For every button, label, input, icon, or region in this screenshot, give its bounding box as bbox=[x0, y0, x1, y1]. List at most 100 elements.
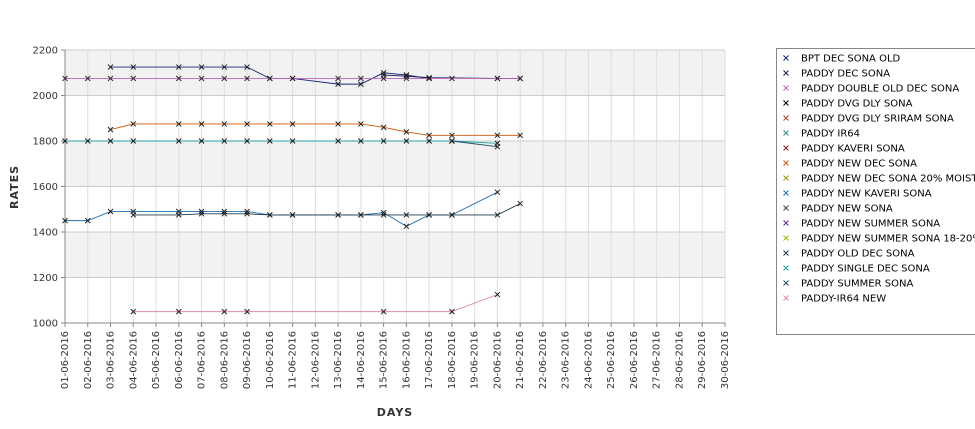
y-tick-label: 2000 bbox=[33, 91, 58, 102]
legend-label: BPT DEC SONA OLD bbox=[801, 54, 901, 65]
legend-marker bbox=[783, 280, 789, 286]
legend-item: PADDY NEW KAVERI SONA bbox=[783, 189, 932, 200]
y-axis-title: RATES bbox=[8, 165, 21, 209]
x-tick-label: 10-06-2016 bbox=[265, 331, 276, 389]
legend-label: PADDY NEW DEC SONA bbox=[801, 159, 917, 170]
legend-item: PADDY IR64 bbox=[783, 129, 860, 140]
x-tick-label: 20-06-2016 bbox=[492, 331, 503, 389]
legend-label: PADDY IR64 bbox=[801, 129, 860, 140]
data-point bbox=[84, 217, 91, 224]
x-tick-label: 06-06-2016 bbox=[174, 331, 185, 389]
data-point bbox=[426, 75, 432, 82]
data-point bbox=[517, 200, 524, 207]
legend-label: PADDY DVG DLY SRIRAM SONA bbox=[801, 114, 954, 125]
plot-band bbox=[65, 186, 725, 232]
legend-marker bbox=[783, 235, 789, 241]
data-point bbox=[494, 75, 501, 82]
data-point bbox=[289, 138, 296, 144]
legend-marker bbox=[783, 175, 789, 181]
data-point bbox=[380, 308, 387, 315]
legend-item: PADDY DVG DLY SONA bbox=[783, 99, 913, 110]
y-tick-label: 1600 bbox=[33, 182, 58, 193]
data-point bbox=[107, 64, 114, 70]
legend-label: PADDY-IR64 NEW bbox=[801, 294, 886, 305]
legend-item: PADDY KAVERI SONA bbox=[783, 144, 905, 155]
data-point bbox=[221, 121, 228, 127]
data-point bbox=[130, 121, 137, 127]
data-point bbox=[403, 212, 410, 218]
legend-item: PADDY DOUBLE OLD DEC SONA bbox=[783, 84, 959, 95]
data-point bbox=[266, 75, 273, 82]
legend-label: PADDY SUMMER SONA bbox=[801, 279, 913, 290]
data-point bbox=[198, 138, 205, 144]
data-point bbox=[107, 138, 114, 144]
legend: BPT DEC SONA OLD PADDY DEC SONA PADDY DOUB… bbox=[776, 48, 975, 335]
legend-item: BPT DEC SONA OLD bbox=[783, 54, 901, 65]
data-point bbox=[494, 291, 501, 298]
x-tick-label: 28-06-2016 bbox=[674, 331, 685, 389]
data-point bbox=[244, 210, 250, 217]
data-point bbox=[84, 75, 91, 82]
data-point bbox=[198, 75, 205, 82]
data-point bbox=[221, 75, 228, 82]
data-point bbox=[175, 64, 182, 70]
data-point bbox=[198, 121, 205, 127]
x-tick-label: 19-06-2016 bbox=[470, 331, 481, 389]
data-point bbox=[130, 138, 137, 144]
data-point bbox=[221, 208, 228, 215]
y-tick-label: 1200 bbox=[33, 273, 58, 284]
legend-item: PADDY OLD DEC SONA bbox=[783, 249, 915, 260]
data-point bbox=[380, 212, 387, 218]
plot-band bbox=[65, 95, 725, 141]
x-tick-label: 24-06-2016 bbox=[583, 331, 594, 389]
x-tick-label: 18-06-2016 bbox=[447, 331, 458, 389]
data-point bbox=[84, 138, 91, 144]
data-point bbox=[244, 208, 250, 215]
data-point bbox=[289, 121, 296, 127]
legend-item: PADDY SUMMER SONA bbox=[783, 279, 913, 290]
plot-band bbox=[65, 141, 725, 187]
data-point bbox=[175, 212, 182, 218]
x-tick-label: 02-06-2016 bbox=[83, 331, 94, 389]
legend-label: PADDY DEC SONA bbox=[801, 69, 890, 80]
x-tick-label: 14-06-2016 bbox=[356, 331, 367, 389]
legend-item: PADDY DEC SONA bbox=[783, 69, 890, 80]
data-point bbox=[335, 212, 341, 218]
series-line bbox=[451, 140, 498, 148]
legend-marker bbox=[783, 85, 789, 91]
plot-background-bands bbox=[65, 50, 725, 323]
data-point bbox=[266, 212, 273, 218]
data-point bbox=[335, 75, 341, 82]
data-point bbox=[403, 129, 410, 135]
legend-marker bbox=[783, 250, 789, 256]
legend-marker bbox=[783, 160, 789, 166]
legend-label: PADDY NEW DEC SONA 20% MOISTUR bbox=[801, 174, 975, 185]
data-point bbox=[62, 217, 68, 224]
x-tick-label: 16-06-2016 bbox=[401, 331, 412, 389]
x-tick-label: 22-06-2016 bbox=[538, 331, 549, 389]
data-point bbox=[449, 138, 455, 144]
legend-marker bbox=[783, 70, 789, 76]
x-tick-label: 27-06-2016 bbox=[652, 331, 663, 389]
data-point bbox=[289, 212, 296, 218]
legend-item: PADDY DVG DLY SRIRAM SONA bbox=[783, 114, 954, 125]
data-point bbox=[335, 138, 341, 144]
data-point bbox=[403, 73, 410, 80]
data-point bbox=[449, 308, 455, 315]
x-tick-label: 15-06-2016 bbox=[379, 331, 390, 389]
legend-items: BPT DEC SONA OLD PADDY DEC SONA PADDY DOUB… bbox=[783, 54, 975, 305]
data-point bbox=[198, 64, 205, 70]
data-point bbox=[130, 212, 137, 218]
data-point bbox=[358, 138, 364, 144]
legend-item: PADDY-IR64 NEW bbox=[783, 294, 886, 305]
data-point bbox=[494, 143, 501, 150]
x-tick-label: 23-06-2016 bbox=[561, 331, 572, 389]
legend-marker bbox=[783, 220, 789, 226]
legend-marker bbox=[783, 130, 789, 136]
data-point bbox=[266, 121, 273, 127]
y-tick-label: 1400 bbox=[33, 228, 58, 239]
data-point bbox=[494, 212, 501, 218]
data-point bbox=[289, 75, 296, 82]
x-tick-label: 26-06-2016 bbox=[629, 331, 640, 389]
data-point bbox=[358, 212, 364, 218]
